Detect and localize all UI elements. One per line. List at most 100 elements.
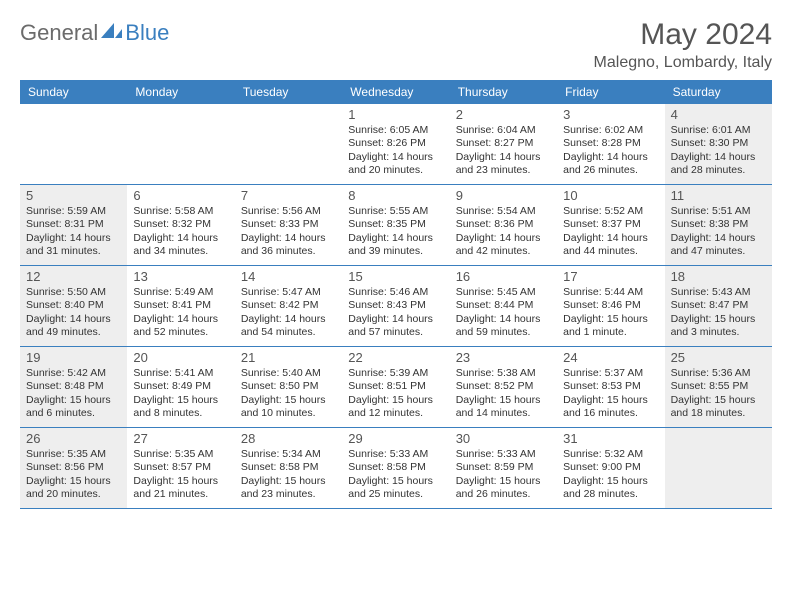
day-detail-line: Sunrise: 5:44 AM: [563, 286, 658, 299]
day-cell: 9Sunrise: 5:54 AMSunset: 8:36 PMDaylight…: [450, 185, 557, 265]
day-detail-line: Daylight: 14 hours: [563, 151, 658, 164]
day-detail-line: Sunset: 8:38 PM: [671, 218, 766, 231]
day-detail-line: Sunrise: 5:34 AM: [241, 448, 336, 461]
week-row: 19Sunrise: 5:42 AMSunset: 8:48 PMDayligh…: [20, 347, 772, 428]
day-detail-line: Daylight: 14 hours: [456, 313, 551, 326]
day-header: Wednesday: [342, 80, 449, 104]
day-detail-line: Sunrise: 6:05 AM: [348, 124, 443, 137]
day-detail-line: Sunrise: 5:36 AM: [671, 367, 766, 380]
day-number: 19: [26, 350, 121, 366]
day-detail-line: Sunset: 8:55 PM: [671, 380, 766, 393]
day-detail-line: Sunrise: 5:46 AM: [348, 286, 443, 299]
day-detail-line: Sunrise: 5:56 AM: [241, 205, 336, 218]
day-number: 3: [563, 107, 658, 123]
day-detail-line: Daylight: 15 hours: [133, 394, 228, 407]
day-cell: 27Sunrise: 5:35 AMSunset: 8:57 PMDayligh…: [127, 428, 234, 508]
day-detail-line: Sunrise: 5:49 AM: [133, 286, 228, 299]
day-detail-line: Daylight: 15 hours: [348, 475, 443, 488]
day-detail-line: and 49 minutes.: [26, 326, 121, 339]
day-detail-line: Sunrise: 5:41 AM: [133, 367, 228, 380]
day-detail-line: Sunset: 8:51 PM: [348, 380, 443, 393]
day-detail-line: Daylight: 15 hours: [563, 313, 658, 326]
day-number: 13: [133, 269, 228, 285]
day-detail-line: Sunset: 8:32 PM: [133, 218, 228, 231]
day-number: 9: [456, 188, 551, 204]
day-number: 27: [133, 431, 228, 447]
day-number: 7: [241, 188, 336, 204]
day-detail-line: Sunrise: 5:38 AM: [456, 367, 551, 380]
day-number: 16: [456, 269, 551, 285]
day-detail-line: and 23 minutes.: [456, 164, 551, 177]
logo-text-blue: Blue: [125, 20, 169, 46]
day-detail-line: Sunset: 8:58 PM: [348, 461, 443, 474]
day-detail-line: Sunset: 9:00 PM: [563, 461, 658, 474]
day-detail-line: and 25 minutes.: [348, 488, 443, 501]
day-detail-line: Daylight: 14 hours: [26, 232, 121, 245]
day-header-row: SundayMondayTuesdayWednesdayThursdayFrid…: [20, 80, 772, 104]
day-number: 28: [241, 431, 336, 447]
day-header: Tuesday: [235, 80, 342, 104]
day-detail-line: Sunrise: 5:33 AM: [348, 448, 443, 461]
day-detail-line: and 20 minutes.: [26, 488, 121, 501]
day-header: Sunday: [20, 80, 127, 104]
day-detail-line: Sunset: 8:46 PM: [563, 299, 658, 312]
day-detail-line: Sunrise: 5:33 AM: [456, 448, 551, 461]
day-detail-line: Sunrise: 5:43 AM: [671, 286, 766, 299]
day-detail-line: and 34 minutes.: [133, 245, 228, 258]
day-detail-line: Sunrise: 5:32 AM: [563, 448, 658, 461]
day-number: 23: [456, 350, 551, 366]
day-detail-line: and 54 minutes.: [241, 326, 336, 339]
day-header: Saturday: [665, 80, 772, 104]
day-detail-line: Daylight: 15 hours: [241, 475, 336, 488]
day-number: 12: [26, 269, 121, 285]
day-detail-line: and 52 minutes.: [133, 326, 228, 339]
day-cell: 11Sunrise: 5:51 AMSunset: 8:38 PMDayligh…: [665, 185, 772, 265]
day-detail-line: Sunset: 8:42 PM: [241, 299, 336, 312]
day-detail-line: Daylight: 14 hours: [26, 313, 121, 326]
day-detail-line: Sunset: 8:33 PM: [241, 218, 336, 231]
day-detail-line: Daylight: 15 hours: [241, 394, 336, 407]
day-detail-line: Sunrise: 5:51 AM: [671, 205, 766, 218]
day-detail-line: and 39 minutes.: [348, 245, 443, 258]
day-cell: 29Sunrise: 5:33 AMSunset: 8:58 PMDayligh…: [342, 428, 449, 508]
day-detail-line: Sunset: 8:49 PM: [133, 380, 228, 393]
day-number: 31: [563, 431, 658, 447]
day-detail-line: Daylight: 15 hours: [671, 313, 766, 326]
day-detail-line: and 47 minutes.: [671, 245, 766, 258]
day-detail-line: Sunrise: 6:02 AM: [563, 124, 658, 137]
day-number: 18: [671, 269, 766, 285]
day-detail-line: Sunset: 8:40 PM: [26, 299, 121, 312]
day-detail-line: Daylight: 15 hours: [563, 475, 658, 488]
day-number: 22: [348, 350, 443, 366]
day-detail-line: Daylight: 14 hours: [241, 313, 336, 326]
day-detail-line: Sunrise: 5:40 AM: [241, 367, 336, 380]
day-header: Thursday: [450, 80, 557, 104]
day-detail-line: Daylight: 14 hours: [671, 232, 766, 245]
title-block: May 2024 Malegno, Lombardy, Italy: [594, 18, 772, 72]
day-detail-line: Sunset: 8:37 PM: [563, 218, 658, 231]
day-detail-line: Sunset: 8:35 PM: [348, 218, 443, 231]
day-cell: 17Sunrise: 5:44 AMSunset: 8:46 PMDayligh…: [557, 266, 664, 346]
day-cell: [127, 104, 234, 184]
day-detail-line: Sunrise: 5:35 AM: [26, 448, 121, 461]
day-detail-line: Sunrise: 5:55 AM: [348, 205, 443, 218]
day-detail-line: and 8 minutes.: [133, 407, 228, 420]
day-cell: 28Sunrise: 5:34 AMSunset: 8:58 PMDayligh…: [235, 428, 342, 508]
day-cell: 14Sunrise: 5:47 AMSunset: 8:42 PMDayligh…: [235, 266, 342, 346]
day-number: 2: [456, 107, 551, 123]
day-detail-line: Sunrise: 5:50 AM: [26, 286, 121, 299]
day-detail-line: Daylight: 14 hours: [348, 313, 443, 326]
day-detail-line: Daylight: 14 hours: [133, 313, 228, 326]
day-cell: 26Sunrise: 5:35 AMSunset: 8:56 PMDayligh…: [20, 428, 127, 508]
week-row: 26Sunrise: 5:35 AMSunset: 8:56 PMDayligh…: [20, 428, 772, 509]
day-detail-line: Daylight: 15 hours: [26, 475, 121, 488]
page-header: General Blue May 2024 Malegno, Lombardy,…: [20, 18, 772, 72]
day-number: 30: [456, 431, 551, 447]
day-detail-line: and 23 minutes.: [241, 488, 336, 501]
day-header: Monday: [127, 80, 234, 104]
day-cell: 16Sunrise: 5:45 AMSunset: 8:44 PMDayligh…: [450, 266, 557, 346]
day-number: 15: [348, 269, 443, 285]
day-cell: 25Sunrise: 5:36 AMSunset: 8:55 PMDayligh…: [665, 347, 772, 427]
day-detail-line: Sunset: 8:59 PM: [456, 461, 551, 474]
day-detail-line: Sunset: 8:43 PM: [348, 299, 443, 312]
